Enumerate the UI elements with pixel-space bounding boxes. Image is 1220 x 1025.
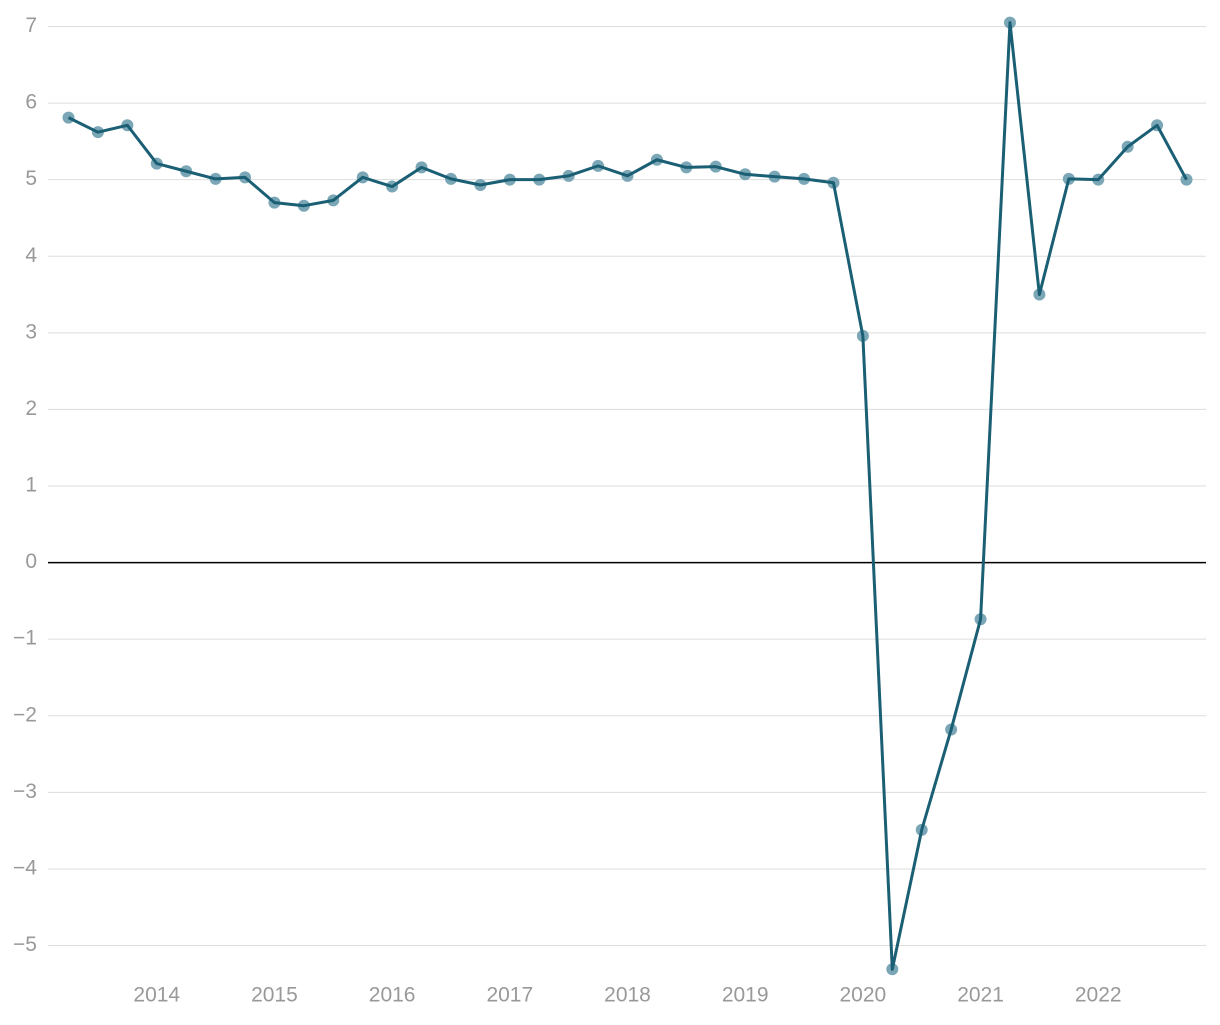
x-tick-label: 2015	[251, 984, 298, 1007]
x-tick-label: 2019	[722, 984, 769, 1007]
y-tick-label: 1	[25, 474, 37, 497]
y-tick-label: −5	[13, 933, 37, 956]
y-tick-label: 4	[25, 244, 37, 267]
y-tick-label: −2	[13, 703, 37, 726]
x-tick-label: 2018	[604, 984, 651, 1007]
y-tick-label: 5	[25, 167, 37, 190]
x-tick-label: 2020	[840, 984, 887, 1007]
y-tick-label: −4	[13, 856, 37, 879]
x-tick-label: 2017	[486, 984, 533, 1007]
y-tick-label: 7	[25, 14, 37, 37]
y-tick-label: 2	[25, 397, 37, 420]
x-tick-label: 2014	[133, 984, 180, 1007]
y-tick-label: −3	[13, 780, 37, 803]
y-tick-label: 6	[25, 91, 37, 114]
x-tick-label: 2021	[957, 984, 1004, 1007]
x-tick-label: 2016	[369, 984, 416, 1007]
line	[67, 21, 1188, 971]
y-tick-label: −1	[13, 627, 37, 650]
y-tick-label: 0	[25, 550, 37, 573]
x-tick-label: 2022	[1075, 984, 1122, 1007]
y-tick-label: 3	[25, 320, 37, 343]
